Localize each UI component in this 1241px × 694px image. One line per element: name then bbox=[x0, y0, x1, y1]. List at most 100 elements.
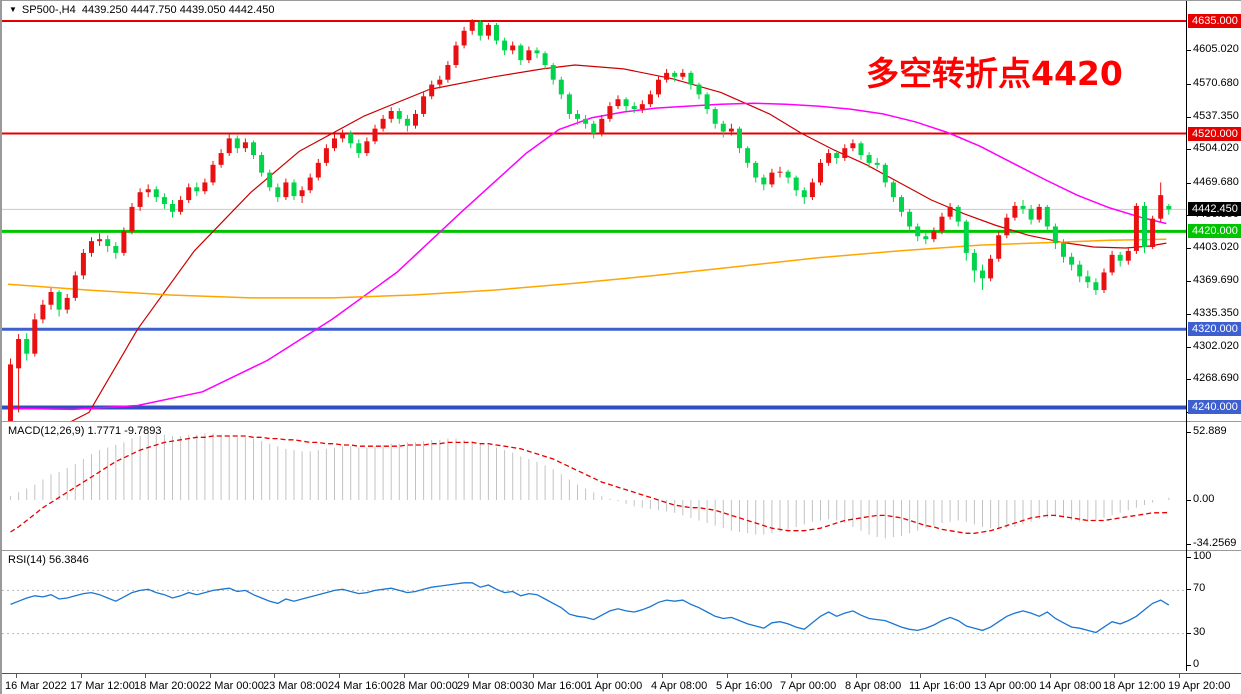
candle-body bbox=[793, 177, 799, 191]
time-tick bbox=[1114, 674, 1115, 678]
rsi-chart[interactable] bbox=[2, 551, 1186, 672]
candle-body bbox=[105, 239, 111, 247]
price-label: 4369.690 bbox=[1193, 274, 1239, 286]
dropdown-arrow-icon[interactable]: ▼ bbox=[9, 5, 17, 14]
candle-body bbox=[647, 94, 653, 105]
candle-body bbox=[931, 231, 937, 240]
candle-body bbox=[291, 182, 297, 197]
time-tick bbox=[339, 674, 340, 678]
candle-body bbox=[777, 171, 783, 173]
time-label: 18 Mar 20:00 bbox=[134, 680, 199, 692]
time-tick bbox=[791, 674, 792, 678]
candle-body bbox=[1150, 218, 1156, 248]
candle-body bbox=[769, 172, 775, 185]
time-tick bbox=[533, 674, 534, 678]
candle-body bbox=[372, 128, 378, 142]
candle-body bbox=[510, 45, 516, 51]
price-tick bbox=[1186, 281, 1191, 282]
price-label: 4537.350 bbox=[1193, 110, 1239, 122]
candle-body bbox=[170, 203, 175, 212]
candle-body bbox=[380, 118, 386, 129]
main-chart-panel: ▼ SP500-,H4 4439.250 4447.750 4439.050 4… bbox=[2, 1, 1241, 421]
macd-panel: MACD(12,26,9) 1.7771 -9.7893 bbox=[2, 421, 1241, 550]
macd-chart[interactable] bbox=[2, 422, 1186, 549]
candle-body bbox=[461, 30, 467, 46]
price-tick bbox=[1186, 314, 1191, 315]
candle-body bbox=[340, 133, 346, 139]
candle-body bbox=[947, 206, 953, 217]
candle-body bbox=[955, 206, 961, 222]
candle-body bbox=[1004, 217, 1010, 236]
time-label: 1 Apr 00:00 bbox=[586, 680, 643, 692]
candle-body bbox=[826, 153, 832, 163]
candle-body bbox=[1093, 282, 1099, 291]
time-tick bbox=[920, 674, 921, 678]
candle-body bbox=[842, 148, 848, 158]
candle-body bbox=[251, 142, 256, 156]
time-axis[interactable]: 16 Mar 2022 17 Mar 12:00 18 Mar 20:00 22 Ma… bbox=[2, 673, 1241, 694]
time-label: 18 Apr 12:00 bbox=[1103, 680, 1166, 692]
candle-body bbox=[1085, 276, 1091, 283]
time-tick bbox=[1050, 674, 1051, 678]
time-tick bbox=[404, 674, 405, 678]
candle-body bbox=[1061, 243, 1066, 257]
price-axis-line bbox=[1186, 1, 1187, 671]
candle-body bbox=[348, 133, 354, 144]
candle-body bbox=[161, 197, 167, 204]
candle-body bbox=[113, 246, 119, 253]
time-label: 30 Mar 16:00 bbox=[522, 680, 587, 692]
time-tick bbox=[81, 674, 82, 678]
price-label: 4268.690 bbox=[1193, 372, 1239, 384]
candle-body bbox=[218, 153, 224, 165]
slow-ma-line bbox=[7, 238, 1167, 299]
candle-body bbox=[145, 189, 151, 193]
candle-body bbox=[413, 113, 418, 126]
candle-body bbox=[267, 172, 273, 188]
time-label: 24 Mar 16:00 bbox=[328, 680, 393, 692]
candle-body bbox=[502, 40, 508, 51]
time-tick bbox=[597, 674, 598, 678]
candle-body bbox=[971, 252, 977, 271]
time-tick bbox=[468, 674, 469, 678]
price-badge-4320.000: 4320.000 bbox=[1188, 322, 1241, 336]
candle-body bbox=[874, 162, 880, 165]
candle-body bbox=[1133, 205, 1139, 251]
candle-body bbox=[1044, 206, 1050, 227]
candle-body bbox=[40, 304, 46, 320]
candle-body bbox=[469, 21, 475, 31]
candle-body bbox=[704, 94, 710, 110]
macd-label: -34.2569 bbox=[1193, 537, 1237, 549]
candle-body bbox=[242, 142, 248, 149]
candle-body bbox=[364, 141, 370, 154]
price-tick bbox=[1186, 183, 1191, 184]
candle-body bbox=[1028, 208, 1034, 220]
price-badge-4420.000: 4420.000 bbox=[1188, 224, 1241, 238]
candle-body bbox=[485, 24, 491, 36]
candle-body bbox=[429, 84, 435, 97]
candle-body bbox=[680, 72, 686, 77]
candle-body bbox=[202, 182, 208, 192]
time-tick bbox=[274, 674, 275, 678]
candle-body bbox=[542, 53, 548, 66]
time-label: 16 Mar 2022 bbox=[5, 680, 67, 692]
candle-body bbox=[656, 79, 661, 95]
candle-body bbox=[818, 162, 823, 183]
rsi-label: 100 bbox=[1193, 550, 1212, 562]
candle-body bbox=[583, 118, 589, 124]
candle-body bbox=[858, 143, 864, 156]
candle-body bbox=[226, 138, 232, 154]
price-label: 4570.680 bbox=[1193, 77, 1239, 89]
price-label: 4403.020 bbox=[1193, 241, 1239, 253]
price-tick bbox=[1186, 149, 1191, 150]
time-label: 4 Apr 08:00 bbox=[651, 680, 708, 692]
candle-body bbox=[907, 211, 913, 227]
macd-label: MACD(12,26,9) 1.7771 -9.7893 bbox=[8, 425, 162, 437]
time-label: 14 Apr 08:00 bbox=[1039, 680, 1102, 692]
candle-body bbox=[299, 190, 305, 197]
candlestick-chart[interactable] bbox=[2, 1, 1186, 421]
candle-body bbox=[89, 241, 94, 253]
candle-body bbox=[963, 221, 969, 253]
rsi-tick bbox=[1186, 633, 1191, 634]
candle-body bbox=[988, 258, 994, 279]
